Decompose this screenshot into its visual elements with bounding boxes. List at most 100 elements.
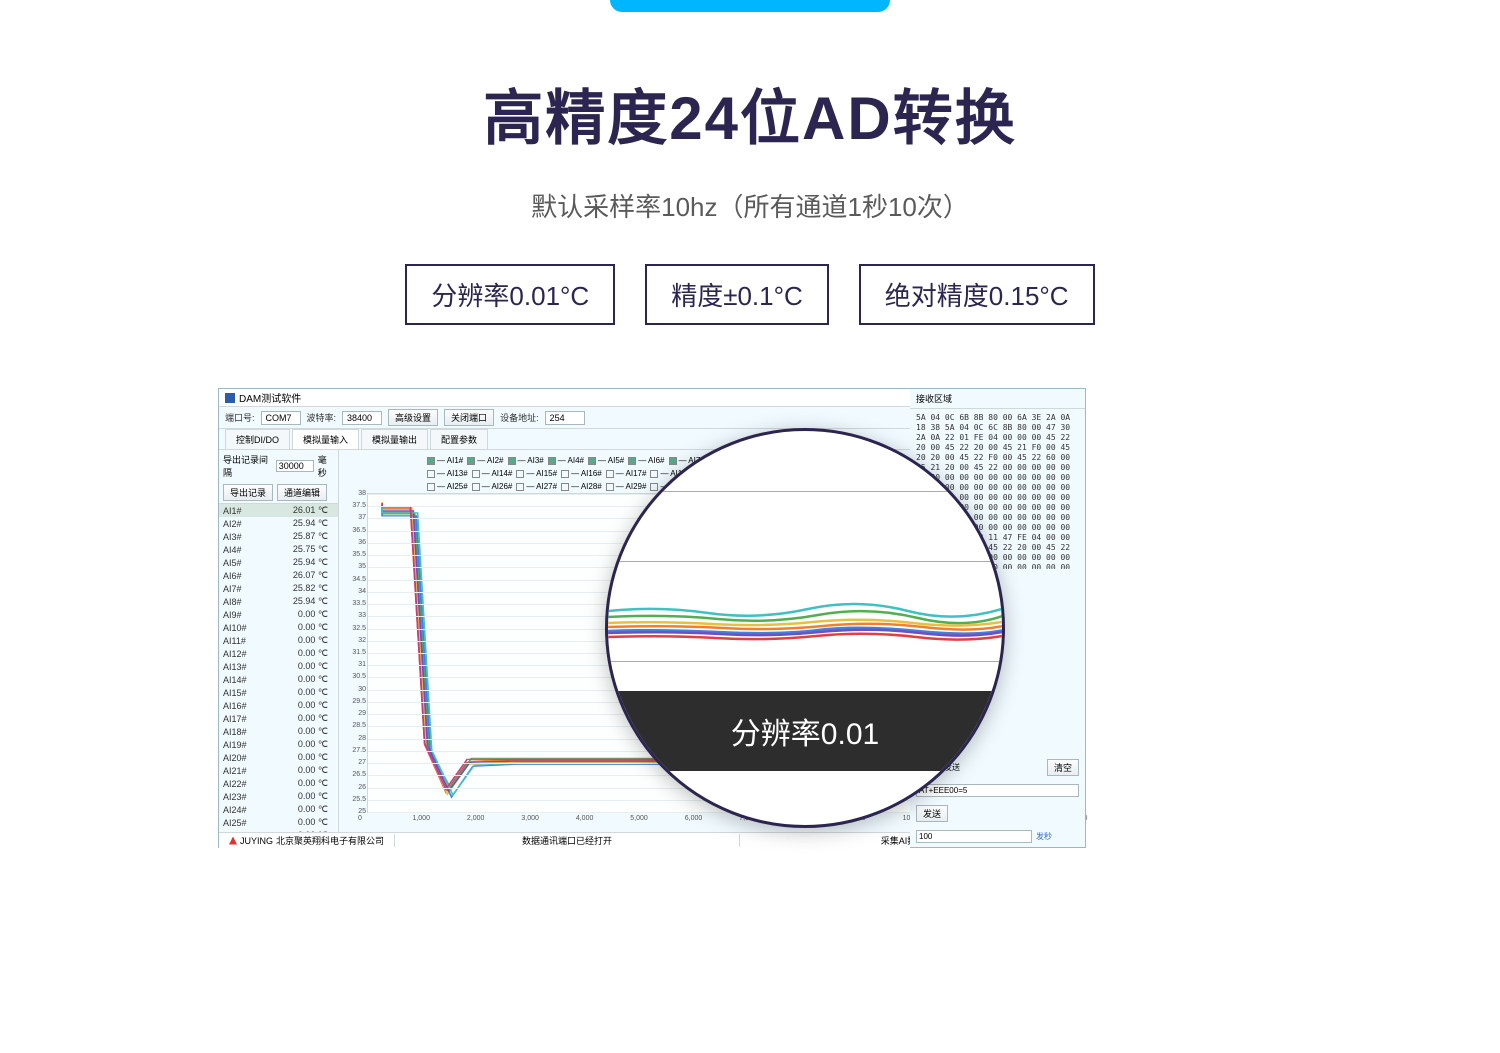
app-icon [225, 393, 235, 403]
ai-channel: AI1# [219, 506, 263, 516]
delay-input[interactable] [916, 830, 1032, 843]
tab-dido[interactable]: 控制DI/DO [225, 429, 290, 449]
logo-icon [229, 837, 237, 845]
legend-item[interactable]: — AI3# [508, 456, 544, 465]
table-row[interactable]: AI4#25.75 ℃ [219, 543, 338, 556]
legend-item[interactable]: — AI27# [516, 482, 557, 491]
table-row[interactable]: AI13#0.00 ℃ [219, 660, 338, 673]
legend-item[interactable]: — AI1# [427, 456, 463, 465]
ai-channel: AI9# [219, 610, 263, 620]
spec-row: 分辨率0.01°C 精度±0.1°C 绝对精度0.15°C [0, 264, 1500, 325]
table-row[interactable]: AI20#0.00 ℃ [219, 751, 338, 764]
y-tick-label: 37 [346, 514, 366, 521]
company-label: 北京聚英翔科电子有限公司 [276, 834, 384, 847]
ai-value: 0.00 ℃ [263, 700, 338, 711]
table-row[interactable]: AI12#0.00 ℃ [219, 647, 338, 660]
table-row[interactable]: AI5#25.94 ℃ [219, 556, 338, 569]
addr-input[interactable]: 254 [545, 411, 585, 425]
table-row[interactable]: AI11#0.00 ℃ [219, 634, 338, 647]
y-tick-label: 29.5 [346, 698, 366, 705]
table-row[interactable]: AI22#0.00 ℃ [219, 777, 338, 790]
hero-section: 高精度24位AD转换 默认采样率10hz（所有通道1秒10次） 分辨率0.01°… [0, 0, 1500, 325]
ai-value: 0.00 ℃ [263, 804, 338, 815]
ai-value: 0.00 ℃ [263, 622, 338, 633]
checkbox-icon [467, 457, 475, 465]
ai-value: 25.87 ℃ [263, 531, 338, 542]
checkbox-icon [561, 470, 569, 478]
table-row[interactable]: AI10#0.00 ℃ [219, 621, 338, 634]
ai-value: 0.00 ℃ [263, 752, 338, 763]
table-row[interactable]: AI7#25.82 ℃ [219, 582, 338, 595]
table-row[interactable]: AI17#0.00 ℃ [219, 712, 338, 725]
status-port-msg: 数据通讯端口已经打开 [395, 834, 740, 847]
table-row[interactable]: AI23#0.00 ℃ [219, 790, 338, 803]
y-tick-label: 35 [346, 563, 366, 570]
table-row[interactable]: AI1#26.01 ℃ [219, 504, 338, 517]
table-row[interactable]: AI8#25.94 ℃ [219, 595, 338, 608]
y-tick-label: 27 [346, 759, 366, 766]
table-row[interactable]: AI25#0.00 ℃ [219, 816, 338, 829]
legend-item[interactable]: — AI16# [561, 469, 602, 478]
table-row[interactable]: AI15#0.00 ℃ [219, 686, 338, 699]
legend-item[interactable]: — AI26# [472, 482, 513, 491]
top-accent-bar [610, 0, 890, 12]
export-button[interactable]: 导出记录 [223, 484, 273, 501]
legend-item[interactable]: — AI2# [467, 456, 503, 465]
app-title: DAM测试软件 [239, 390, 301, 405]
left-panel: 导出记录间隔 毫秒 导出记录 通道编辑 AI1#26.01 ℃AI2#25.94… [219, 450, 339, 832]
y-tick-label: 31.5 [346, 649, 366, 656]
table-row[interactable]: AI18#0.00 ℃ [219, 725, 338, 738]
ai-value: 26.01 ℃ [263, 505, 338, 516]
tab-config[interactable]: 配置参数 [430, 429, 488, 449]
y-tick-label: 32 [346, 637, 366, 644]
ai-value: 0.00 ℃ [263, 726, 338, 737]
y-tick-label: 33 [346, 612, 366, 619]
legend-item[interactable]: — AI15# [516, 469, 557, 478]
ai-value: 0.00 ℃ [263, 713, 338, 724]
ai-value: 0.00 ℃ [263, 687, 338, 698]
y-tick-label: 37.5 [346, 502, 366, 509]
table-row[interactable]: AI16#0.00 ℃ [219, 699, 338, 712]
ai-value: 25.94 ℃ [263, 557, 338, 568]
ai-channel: AI2# [219, 519, 263, 529]
tab-ai-input[interactable]: 模拟量输入 [292, 429, 359, 449]
channel-edit-button[interactable]: 通道编辑 [277, 484, 327, 501]
ai-channel: AI11# [219, 636, 263, 646]
ai-value: 0.00 ℃ [263, 830, 338, 832]
export-interval-input[interactable] [276, 460, 314, 472]
ai-channel: AI12# [219, 649, 263, 659]
legend-item[interactable]: — AI25# [427, 482, 468, 491]
legend-item[interactable]: — AI28# [561, 482, 602, 491]
table-row[interactable]: AI6#26.07 ℃ [219, 569, 338, 582]
hero-title: 高精度24位AD转换 [0, 70, 1500, 157]
ai-channel: AI25# [219, 818, 263, 828]
y-tick-label: 30.5 [346, 673, 366, 680]
y-tick-label: 28 [346, 735, 366, 742]
port-select[interactable]: COM7 [261, 411, 301, 425]
table-row[interactable]: AI26#0.00 ℃ [219, 829, 338, 832]
legend-item[interactable]: — AI13# [427, 469, 468, 478]
y-tick-label: 26.5 [346, 771, 366, 778]
close-port-button[interactable]: 关闭端口 [444, 409, 494, 426]
table-row[interactable]: AI24#0.00 ℃ [219, 803, 338, 816]
y-tick-label: 27.5 [346, 747, 366, 754]
table-row[interactable]: AI2#25.94 ℃ [219, 517, 338, 530]
ai-channel: AI7# [219, 584, 263, 594]
ai-channel: AI6# [219, 571, 263, 581]
ai-value: 25.75 ℃ [263, 544, 338, 555]
checkbox-icon [472, 483, 480, 491]
table-row[interactable]: AI21#0.00 ℃ [219, 764, 338, 777]
export-unit: 毫秒 [318, 453, 334, 479]
setup-button[interactable]: 高级设置 [388, 409, 438, 426]
table-row[interactable]: AI14#0.00 ℃ [219, 673, 338, 686]
clear-button[interactable]: 清空 [1047, 759, 1079, 776]
tab-ao-output[interactable]: 模拟量输出 [361, 429, 428, 449]
baud-select[interactable]: 38400 [342, 411, 382, 425]
table-row[interactable]: AI3#25.87 ℃ [219, 530, 338, 543]
table-row[interactable]: AI9#0.00 ℃ [219, 608, 338, 621]
legend-item[interactable]: — AI4# [548, 456, 584, 465]
legend-item[interactable]: — AI14# [472, 469, 513, 478]
ai-value: 0.00 ℃ [263, 648, 338, 659]
checkbox-icon [516, 470, 524, 478]
table-row[interactable]: AI19#0.00 ℃ [219, 738, 338, 751]
